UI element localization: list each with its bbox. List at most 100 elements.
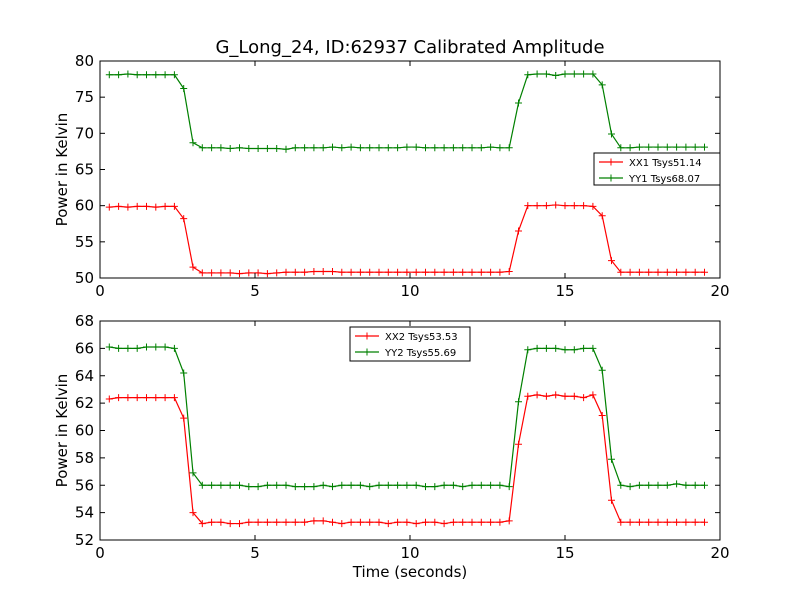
data-point: [291, 144, 299, 152]
data-point: [394, 268, 402, 276]
series-2: [105, 70, 708, 153]
data-point: [310, 267, 318, 275]
data-point: [180, 84, 188, 92]
data-point: [273, 481, 281, 489]
data-point: [170, 394, 178, 402]
data-point: [673, 268, 681, 276]
data-point: [366, 268, 374, 276]
data-point: [115, 71, 123, 79]
data-point: [217, 518, 225, 526]
data-point: [440, 144, 448, 152]
data-point: [440, 481, 448, 489]
data-point: [226, 481, 234, 489]
data-point: [226, 145, 234, 153]
data-point: [701, 481, 708, 489]
data-point: [505, 144, 513, 152]
data-point: [161, 394, 169, 402]
data-point: [301, 268, 309, 276]
top-chart-panel: 0 5 10 15 20 50 55 60 65 70 75 80 Power in Kelvin XX1…: [53, 52, 730, 300]
y-tick-label: 64: [75, 367, 94, 385]
data-point: [580, 394, 588, 402]
data-point: [626, 518, 634, 526]
x-tick-label: 15: [555, 282, 574, 300]
data-point: [356, 518, 364, 526]
data-point: [533, 391, 541, 399]
data-point: [422, 268, 429, 276]
y-tick-label: 65: [75, 161, 94, 179]
data-point: [170, 344, 178, 352]
data-point: [375, 144, 383, 152]
data-point: [208, 481, 216, 489]
legend-marker: [607, 174, 615, 182]
data-point: [245, 269, 253, 277]
data-point: [189, 509, 197, 517]
data-point: [524, 71, 532, 79]
data-point: [524, 392, 532, 400]
y-tick-label: 60: [75, 422, 94, 440]
data-point: [570, 392, 578, 400]
data-point: [673, 518, 681, 526]
data-point: [663, 268, 671, 276]
data-point: [487, 518, 495, 526]
data-point: [338, 144, 346, 152]
data-point: [654, 143, 662, 151]
data-point: [254, 483, 262, 491]
y-tick-label: 60: [75, 197, 94, 215]
data-point: [403, 518, 411, 526]
data-point: [635, 268, 643, 276]
data-point: [487, 143, 495, 151]
data-point: [170, 202, 178, 210]
data-point: [645, 268, 653, 276]
data-point: [598, 212, 606, 220]
series-2: [105, 343, 708, 491]
data-point: [570, 346, 578, 354]
x-tick-label: 20: [710, 282, 729, 300]
data-point: [431, 144, 439, 152]
data-point: [254, 269, 262, 277]
data-point: [301, 144, 309, 152]
data-point: [701, 518, 708, 526]
data-point: [673, 480, 681, 488]
data-point: [356, 268, 364, 276]
data-point: [356, 144, 364, 152]
data-point: [635, 143, 643, 151]
figure-title: G_Long_24, ID:62937 Calibrated Amplitude: [215, 37, 604, 58]
data-point: [161, 202, 169, 210]
data-point: [319, 144, 327, 152]
series-1: [105, 391, 708, 528]
data-point: [143, 343, 150, 351]
legend: XX2 Tsys53.53 YY2 Tsys55.69: [349, 326, 471, 362]
data-point: [645, 481, 653, 489]
data-point: [366, 518, 374, 526]
data-point: [580, 202, 588, 210]
data-point: [496, 518, 504, 526]
y-axis-label: Power in Kelvin: [53, 113, 71, 227]
data-point: [645, 143, 653, 151]
data-point: [347, 143, 355, 151]
data-point: [459, 268, 467, 276]
y-tick-label: 55: [75, 233, 94, 251]
data-point: [487, 481, 495, 489]
data-point: [580, 344, 588, 352]
data-point: [552, 71, 560, 79]
data-point: [273, 145, 281, 153]
x-tick-label: 10: [400, 282, 419, 300]
data-point: [338, 268, 346, 276]
data-point: [617, 518, 625, 526]
data-point: [208, 269, 216, 277]
data-point: [384, 481, 392, 489]
y-tick-label: 75: [75, 88, 94, 106]
data-point: [561, 346, 569, 354]
data-point: [133, 202, 141, 210]
data-point: [161, 71, 169, 79]
data-point: [217, 269, 225, 277]
bottom-chart-panel: 0 5 10 15 20 52 54 56 58 60 62 64 66 68 Power in Kelvi…: [53, 312, 730, 581]
legend-label: YY1 Tsys68.07: [628, 174, 700, 185]
data-point: [356, 481, 364, 489]
data-point: [319, 481, 327, 489]
data-point: [608, 496, 615, 504]
data-point: [375, 268, 383, 276]
data-point: [180, 369, 188, 377]
data-point: [384, 144, 392, 152]
